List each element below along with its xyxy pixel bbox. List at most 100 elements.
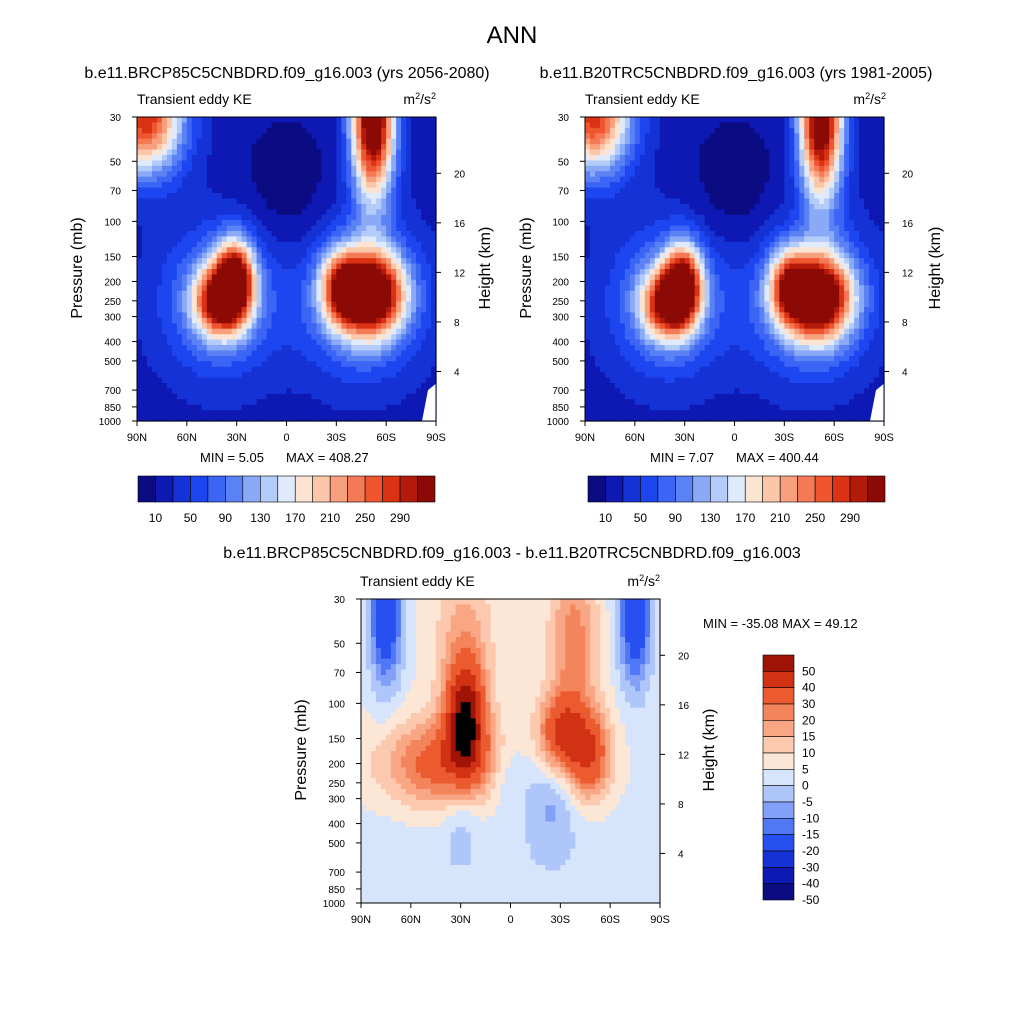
heatmap-cell bbox=[346, 144, 352, 151]
heatmap-cell bbox=[624, 122, 631, 129]
heatmap-cell bbox=[296, 404, 303, 411]
heatmap-cell bbox=[585, 127, 591, 134]
heatmap-cell bbox=[376, 138, 382, 145]
heatmap-cell bbox=[629, 203, 636, 210]
heatmap-cell bbox=[151, 350, 158, 357]
heatmap-cell bbox=[416, 171, 422, 178]
heatmap-cell bbox=[431, 285, 437, 292]
heatmap-cell bbox=[834, 165, 840, 172]
heatmap-cell bbox=[286, 160, 293, 167]
heatmap-cell bbox=[834, 220, 840, 227]
heatmap-cell bbox=[331, 263, 337, 270]
heatmap-cell bbox=[386, 182, 392, 189]
heatmap-cell bbox=[604, 193, 611, 200]
heatmap-cell bbox=[306, 258, 313, 265]
heatmap-cell bbox=[664, 209, 671, 216]
heatmap-cell bbox=[669, 165, 676, 172]
heatmap-cell bbox=[266, 198, 273, 205]
heatmap-cell bbox=[859, 149, 865, 156]
heatmap-cell bbox=[854, 220, 860, 227]
heatmap-cell bbox=[211, 160, 218, 167]
heatmap-cell bbox=[386, 361, 392, 368]
heatmap-cell bbox=[156, 214, 163, 221]
heatmap-cell bbox=[341, 334, 347, 341]
heatmap-cell bbox=[151, 269, 158, 276]
heatmap-cell bbox=[231, 345, 238, 352]
heatmap-cell bbox=[321, 339, 327, 346]
heatmap-cell bbox=[271, 258, 278, 265]
heatmap-cell bbox=[141, 198, 148, 205]
heatmap-cell bbox=[251, 165, 258, 172]
heatmap-cell bbox=[186, 285, 193, 292]
heatmap-cell bbox=[346, 269, 352, 276]
heatmap-cell bbox=[819, 182, 825, 189]
heatmap-cell bbox=[426, 377, 432, 384]
heatmap-cell bbox=[236, 225, 243, 232]
heatmap-cell bbox=[729, 176, 736, 183]
heatmap-cell bbox=[629, 176, 636, 183]
heatmap-cell bbox=[619, 241, 626, 248]
heatmap-cell bbox=[336, 377, 342, 384]
heatmap-cell bbox=[604, 176, 611, 183]
heatmap-cell bbox=[276, 258, 283, 265]
heatmap-cell bbox=[321, 160, 327, 167]
heatmap-cell bbox=[276, 160, 283, 167]
heatmap-cell bbox=[809, 160, 815, 167]
heatmap-cell bbox=[161, 149, 168, 156]
heatmap-cell bbox=[256, 296, 263, 303]
heatmap-cell bbox=[426, 258, 432, 265]
heatmap-cell bbox=[366, 388, 372, 395]
heatmap-cell bbox=[614, 209, 621, 216]
heatmap-cell bbox=[869, 133, 875, 140]
heatmap-cell bbox=[839, 187, 845, 194]
heatmap-cell bbox=[754, 144, 761, 151]
heatmap-cell bbox=[251, 122, 258, 129]
heatmap-cell bbox=[216, 165, 223, 172]
heatmap-cell bbox=[296, 296, 303, 303]
heatmap-cell bbox=[406, 258, 412, 265]
heatmap-cell bbox=[341, 355, 347, 362]
heatmap-cell bbox=[161, 269, 168, 276]
heatmap-cell bbox=[316, 263, 322, 270]
heatmap-cell bbox=[879, 133, 885, 140]
heatmap-cell bbox=[221, 122, 228, 129]
heatmap-cell bbox=[341, 187, 347, 194]
heatmap-cell bbox=[236, 334, 243, 341]
heatmap-cell bbox=[421, 149, 427, 156]
heatmap-cell bbox=[834, 247, 840, 254]
heatmap-cell bbox=[336, 225, 342, 232]
heatmap-cell bbox=[406, 383, 412, 390]
heatmap-cell bbox=[286, 122, 293, 129]
heatmap-cell bbox=[729, 122, 736, 129]
heatmap-cell bbox=[201, 231, 208, 238]
heatmap-cell bbox=[839, 138, 845, 145]
heatmap-cell bbox=[331, 209, 337, 216]
heatmap-cell bbox=[196, 377, 203, 384]
x-tick-label: 30N bbox=[227, 432, 247, 444]
heatmap-cell bbox=[191, 127, 198, 134]
heatmap-cell bbox=[351, 241, 357, 248]
heatmap-cell bbox=[739, 231, 746, 238]
heatmap-cell bbox=[859, 176, 865, 183]
heatmap-cell bbox=[381, 138, 387, 145]
heatmap-cell bbox=[371, 361, 377, 368]
heatmap-cell bbox=[176, 290, 183, 297]
heatmap-cell bbox=[799, 220, 805, 227]
heatmap-cell bbox=[391, 415, 397, 422]
heatmap-cell bbox=[301, 203, 308, 210]
heatmap-cell bbox=[266, 247, 273, 254]
heatmap-cell bbox=[137, 252, 143, 259]
heatmap-cell bbox=[266, 290, 273, 297]
heatmap-cell bbox=[271, 127, 278, 134]
heatmap-cell bbox=[181, 339, 188, 346]
heatmap-cell bbox=[864, 171, 870, 178]
heatmap-cell bbox=[191, 258, 198, 265]
heatmap-cell bbox=[196, 165, 203, 172]
heatmap-cell bbox=[654, 117, 661, 124]
heatmap-cell bbox=[799, 149, 805, 156]
heatmap-cell bbox=[371, 220, 377, 227]
heatmap-cell bbox=[261, 377, 268, 384]
heatmap-cell bbox=[819, 122, 825, 129]
heatmap-cell bbox=[166, 209, 173, 216]
heatmap-cell bbox=[326, 214, 332, 221]
